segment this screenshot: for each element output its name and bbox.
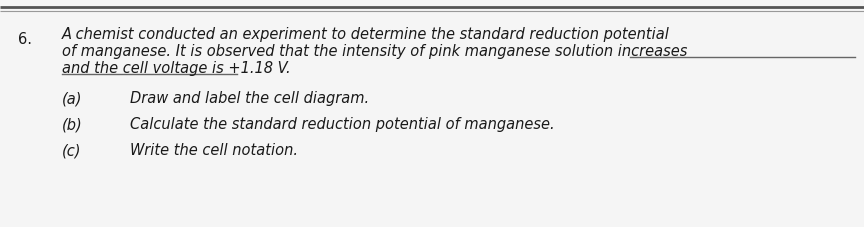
Text: Write the cell notation.: Write the cell notation. — [130, 143, 298, 158]
Text: (c): (c) — [62, 143, 81, 158]
Text: Draw and label the cell diagram.: Draw and label the cell diagram. — [130, 91, 369, 106]
Text: of manganese. It is observed that the intensity of pink manganese solution incre: of manganese. It is observed that the in… — [62, 44, 688, 59]
Text: 6.: 6. — [18, 32, 32, 47]
Text: (a): (a) — [62, 91, 82, 106]
Text: and the cell voltage is +1.18 V.: and the cell voltage is +1.18 V. — [62, 61, 290, 76]
Text: A chemist conducted an experiment to determine the standard reduction potential: A chemist conducted an experiment to det… — [62, 27, 670, 42]
Text: (b): (b) — [62, 117, 83, 132]
Text: Calculate the standard reduction potential of manganese.: Calculate the standard reduction potenti… — [130, 117, 555, 132]
